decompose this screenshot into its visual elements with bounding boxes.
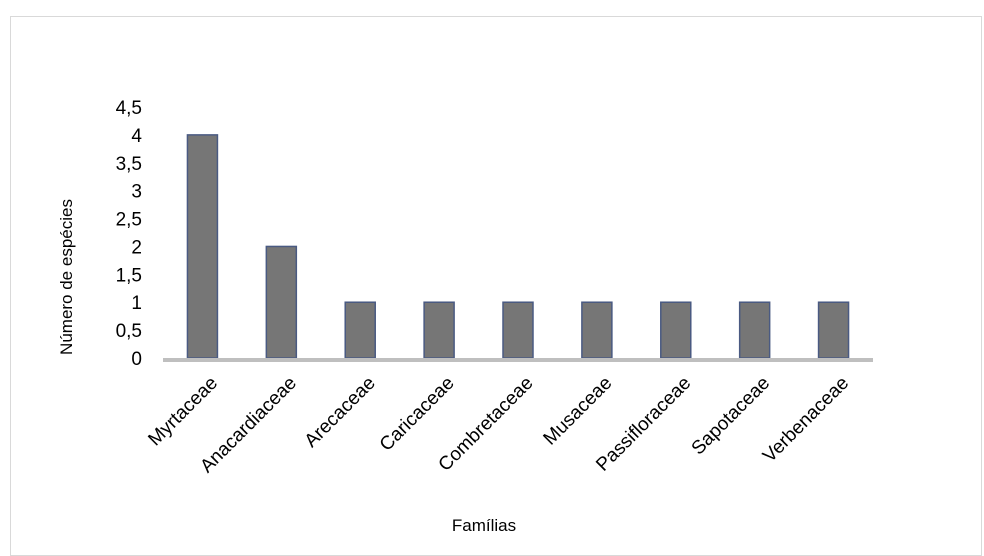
x-category-label: Sapotaceae: [688, 373, 775, 460]
y-tick-label: 1,5: [116, 265, 142, 286]
y-tick-label: 0: [131, 349, 142, 370]
bar-verbenaceae: [817, 301, 850, 359]
x-axis-title: Famílias: [452, 516, 516, 535]
y-tick-label: 3,5: [116, 154, 142, 175]
bars: [186, 134, 850, 359]
bar-arecaceae: [344, 301, 376, 359]
bar-musaceae: [581, 301, 613, 359]
bar-combretaceae: [502, 301, 534, 359]
bar-passifloraceae: [660, 301, 692, 359]
x-category-label: Musaceae: [540, 373, 617, 450]
x-category-label: Myrtaceae: [144, 373, 222, 451]
y-tick-label: 3: [131, 182, 142, 203]
chart-frame: [10, 16, 982, 556]
bar-sapotaceae: [738, 301, 771, 359]
x-category-label: Arecaceae: [301, 373, 380, 452]
y-tick-label: 4: [131, 126, 142, 147]
x-category-label: Caricaceae: [376, 373, 459, 456]
y-tick-label: 0,5: [116, 321, 142, 342]
y-axis-ticks: 0 0,5 1 1,5 2 2,5 3 3,5 4 4,5: [116, 98, 143, 370]
y-tick-label: 2,5: [116, 210, 142, 231]
bar-caricaceae: [423, 301, 455, 359]
bar-myrtaceae: [186, 134, 219, 359]
bar-anacardiaceae: [265, 245, 298, 359]
y-tick-label: 2: [131, 237, 142, 258]
y-axis-title: Número de espécies: [57, 199, 76, 355]
y-tick-label: 4,5: [116, 98, 142, 119]
y-tick-label: 1: [131, 293, 142, 314]
